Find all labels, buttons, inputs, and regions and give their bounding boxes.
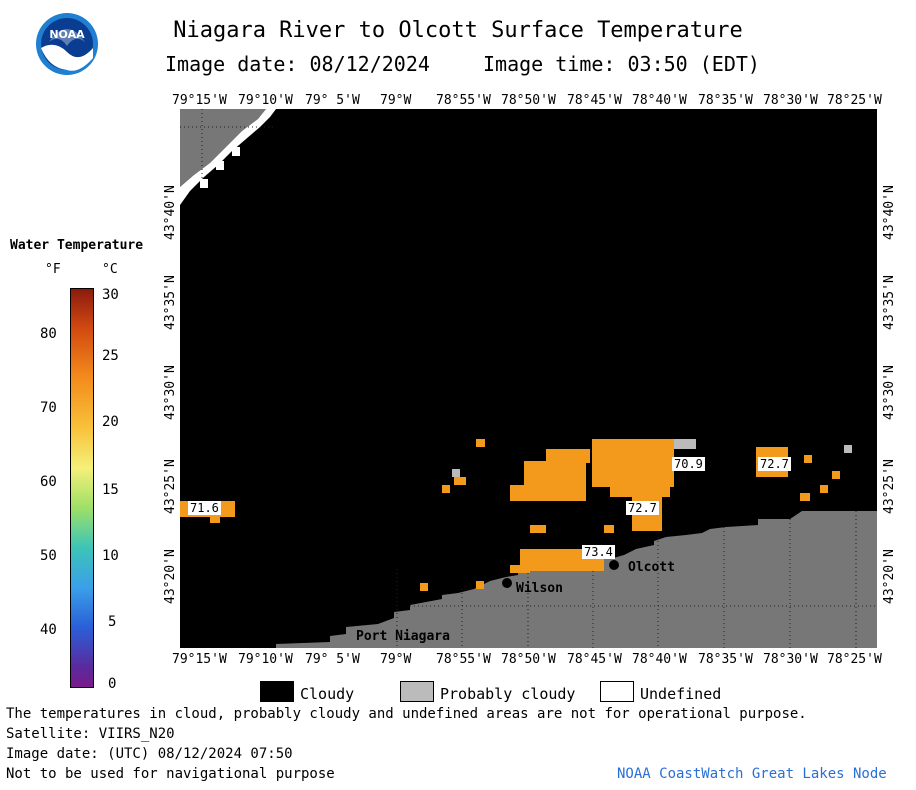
- c-tick: 20: [102, 414, 119, 430]
- lat-label: 43°35'N: [882, 275, 897, 330]
- f-tick: 40: [40, 622, 57, 638]
- lon-label: 78°25'W: [827, 652, 882, 667]
- logo-text: NOAA: [49, 28, 85, 41]
- credit-link[interactable]: NOAA CoastWatch Great Lakes Node: [617, 766, 887, 782]
- legend-unit-c: °C: [102, 262, 118, 277]
- lon-label: 79° 5'W: [305, 652, 360, 667]
- lat-label: 43°30'N: [882, 365, 897, 420]
- utc-date: Image date: (UTC) 08/12/2024 07:50: [6, 746, 293, 762]
- lon-label: 79°W: [380, 652, 412, 667]
- temp-label: 71.6: [188, 501, 221, 515]
- c-tick: 0: [108, 676, 117, 692]
- image-date: Image date: 08/12/2024: [165, 52, 430, 76]
- temperature-color-bar: [70, 288, 94, 688]
- c-tick: 25: [102, 348, 119, 364]
- c-tick: 30: [102, 287, 119, 303]
- lon-label: 78°45'W: [567, 93, 622, 108]
- probably-cloudy-label: Probably cloudy: [440, 685, 576, 703]
- lat-label: 43°25'N: [163, 459, 178, 514]
- lon-label: 79°15'W: [172, 652, 227, 667]
- temp-label: 73.4: [582, 545, 615, 559]
- nav-warning: Not to be used for navigational purpose: [6, 766, 335, 782]
- cloudy-label: Cloudy: [300, 685, 355, 703]
- lon-label: 78°40'W: [632, 652, 687, 667]
- lon-label: 78°40'W: [632, 93, 687, 108]
- f-tick: 70: [40, 400, 57, 416]
- temp-label: 72.7: [626, 501, 659, 515]
- legend-unit-f: °F: [45, 262, 61, 277]
- lat-label: 43°35'N: [163, 275, 178, 330]
- lat-label: 43°25'N: [882, 459, 897, 514]
- lon-label: 79°10'W: [238, 93, 293, 108]
- undefined-swatch: [600, 681, 634, 702]
- disclaimer: The temperatures in cloud, probably clou…: [6, 706, 807, 722]
- lon-label: 78°30'W: [763, 652, 818, 667]
- lat-label: 43°20'N: [882, 549, 897, 604]
- page-title: Niagara River to Olcott Surface Temperat…: [173, 18, 743, 43]
- temp-label: 70.9: [672, 457, 705, 471]
- lon-label: 79° 5'W: [305, 93, 360, 108]
- lon-label: 79°15'W: [172, 93, 227, 108]
- cloudy-swatch: [260, 681, 294, 702]
- c-tick: 10: [102, 548, 119, 564]
- lon-label: 78°50'W: [501, 93, 556, 108]
- lon-label: 78°45'W: [567, 652, 622, 667]
- place-label: Port Niagara: [356, 629, 450, 644]
- lon-label: 78°55'W: [436, 93, 491, 108]
- f-tick: 60: [40, 474, 57, 490]
- probably-cloudy-swatch: [400, 681, 434, 702]
- lon-label: 78°35'W: [698, 93, 753, 108]
- f-tick: 80: [40, 326, 57, 342]
- c-tick: 5: [108, 614, 117, 630]
- legend-title: Water Temperature: [10, 238, 144, 253]
- land-canada: [180, 109, 266, 187]
- lon-label: 78°30'W: [763, 93, 818, 108]
- c-tick: 15: [102, 482, 119, 498]
- noaa-logo: NOAA: [35, 12, 99, 76]
- image-time: Image time: 03:50 (EDT): [483, 52, 760, 76]
- temperature-map[interactable]: 71.6 70.9 72.7 72.7 73.4 Port Niagara Wi…: [180, 109, 877, 648]
- lat-label: 43°20'N: [163, 549, 178, 604]
- land-usa: [276, 511, 877, 648]
- undefined-shore: [180, 109, 276, 205]
- temp-label: 72.7: [758, 457, 791, 471]
- lon-label: 78°50'W: [501, 652, 556, 667]
- lon-label: 78°35'W: [698, 652, 753, 667]
- wilson-marker: [502, 578, 512, 588]
- lat-label: 43°40'N: [163, 185, 178, 240]
- lon-label: 79°10'W: [238, 652, 293, 667]
- lon-label: 78°25'W: [827, 93, 882, 108]
- satellite-info: Satellite: VIIRS_N20: [6, 726, 175, 742]
- graticule: [180, 109, 877, 648]
- olcott-marker: [609, 560, 619, 570]
- place-label: Wilson: [516, 581, 563, 596]
- lat-label: 43°40'N: [882, 185, 897, 240]
- lon-label: 79°W: [380, 93, 412, 108]
- lat-label: 43°30'N: [163, 365, 178, 420]
- place-label: Olcott: [628, 560, 675, 575]
- lon-label: 78°55'W: [436, 652, 491, 667]
- f-tick: 50: [40, 548, 57, 564]
- probably-cloudy-patches: [452, 439, 852, 477]
- undefined-label: Undefined: [640, 685, 722, 703]
